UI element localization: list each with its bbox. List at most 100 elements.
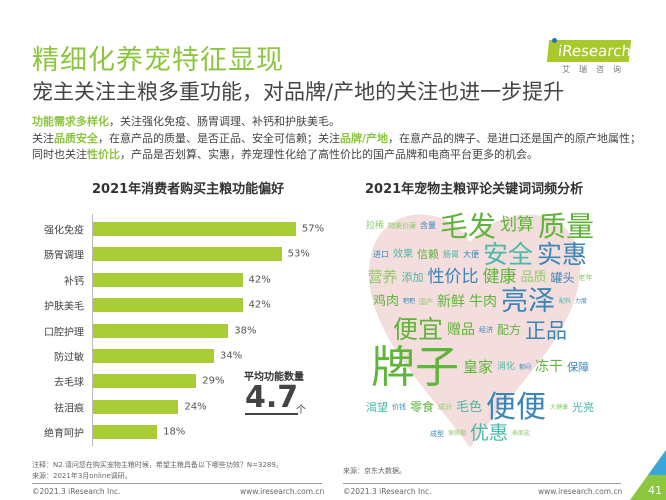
bar (93, 399, 179, 414)
average-value: 4.7 (245, 380, 299, 415)
keyword: 粑粑 (402, 298, 415, 306)
keyword: 光亮 (572, 400, 595, 414)
page-title: 精细化养宠特征显现 (32, 45, 284, 76)
keyword: 成分 (437, 402, 452, 411)
keyword: 新鲜 (437, 293, 465, 310)
bar (93, 425, 158, 440)
highlight: 功能需求多样化 (32, 115, 109, 128)
keyword: 老年 (578, 273, 593, 282)
highlight: 品牌/产地 (340, 132, 389, 145)
keyword: 罐头 (550, 270, 575, 285)
value-label: 34% (220, 350, 243, 362)
keyword: 肠胃 (442, 249, 459, 259)
copyright: ©2021.3 iResearch Inc. (343, 487, 432, 496)
category-label: 肠胃调理 (44, 250, 84, 262)
keyword: 配方 (497, 323, 522, 338)
url-link[interactable]: www.iresearch.com.cn (240, 487, 325, 496)
source-left: 来源：2021年3月online调研。 (32, 472, 132, 480)
bar (93, 323, 229, 338)
text: ，在意产品的质量、是否正品、安全可信赖；关注 (98, 132, 340, 145)
divider (32, 483, 322, 484)
highlight: 品质安全 (54, 132, 98, 145)
bar-chart-title: 2021年消费者购买主粮功能偏好 (92, 182, 285, 197)
keyword: 健康 (482, 267, 517, 288)
keyword: 渴望 (365, 400, 388, 414)
keyword: 品质 (520, 270, 547, 286)
bar (93, 222, 296, 236)
keyword: 含量 (419, 221, 436, 231)
value-label: 53% (287, 248, 310, 260)
text: ，关注强化免疫、肠胃调理、补钙和护肤美毛。 (109, 115, 340, 128)
keyword: 大健康 (550, 403, 569, 411)
keyword: 亮泽 (501, 286, 555, 318)
category-label: 祛泪痕 (54, 403, 84, 415)
keyword: 划算 (500, 215, 534, 236)
word-cloud: 拉稀 物美价廉 含量 毛发 划算 质量 进口 效果 信赖 肠胃 大便 安全 实惠 营养 添加 性价比 健康 品质罐… (360, 210, 600, 446)
value-label: 18% (163, 426, 186, 438)
wordcloud-title: 2021年宠物主粮评论关键词词频分析 (365, 182, 584, 197)
text: ，产品是否划算、实惠，养宠理性化给了高性价比的国产品牌和电商平台更多的机会。 (120, 148, 538, 161)
keyword: 保质期 (447, 430, 466, 438)
keyword: 力度 (575, 298, 588, 306)
text: 关注 (32, 132, 54, 145)
bar (93, 349, 215, 363)
chart-axis (92, 214, 93, 446)
keyword: 成型 (429, 429, 444, 438)
keyword: 国产 (419, 297, 433, 306)
iresearch-logo: iResearch (546, 40, 632, 62)
value-label: 57% (301, 223, 325, 235)
keyword: 表面盐 (512, 430, 531, 438)
keyword: 毛发 (439, 209, 496, 243)
copyright: ©2021.3 iResearch Inc. (32, 487, 121, 496)
keyword: 消化 (496, 362, 515, 373)
value-label: 42% (248, 274, 271, 286)
keyword: 鸡肉 (372, 294, 399, 310)
category-label: 去毛球 (54, 377, 84, 389)
value-label: 29% (202, 375, 225, 387)
bar (93, 298, 243, 313)
keyword: 零食 (409, 400, 434, 415)
category-label: 绝育呵护 (44, 428, 84, 440)
keyword: 冻干 (535, 359, 564, 376)
keyword: 便宜 (392, 315, 443, 345)
intro-line-2: 关注品质安全，在意产品的质量、是否正品、安全可信赖；关注品牌/产地，在意产品的牌… (32, 131, 642, 163)
keyword: 郁闷 (519, 363, 532, 371)
category-label: 强化免疫 (44, 225, 84, 237)
keyword: 皇家 (462, 357, 493, 376)
logo-cn: 艾瑞咨询 (562, 65, 630, 74)
logo-dot (552, 38, 557, 43)
average-label: 平均功能数量 (244, 372, 304, 383)
keyword: 营养 (367, 268, 398, 287)
keyword: 大便 (462, 249, 479, 259)
keyword: 保障 (567, 361, 590, 375)
category-label: 口腔护理 (44, 327, 84, 339)
value-label: 24% (184, 401, 207, 413)
keyword: 正品 (525, 318, 568, 343)
category-label: 防过敏 (54, 352, 84, 364)
keyword: 赠品 (447, 322, 475, 339)
page-number: 41 (648, 484, 662, 497)
bar (93, 374, 197, 389)
page-subtitle: 宠主关注主粮多重功能，对品牌/产地的关注也进一步提升 (32, 80, 565, 104)
keyword: 质量 (538, 209, 595, 243)
keyword: 物美价廉 (387, 221, 416, 230)
keyword: 配料 (559, 298, 572, 306)
heart-shape (369, 214, 581, 448)
keyword: 价钱 (391, 402, 406, 411)
keyword: 添加 (401, 271, 424, 285)
value-label: 38% (234, 325, 257, 337)
keyword: 牛肉 (469, 293, 497, 310)
category-label: 护肤美毛 (44, 301, 84, 313)
value-label: 42% (248, 299, 271, 311)
url-link[interactable]: www.iresearch.com.cn (538, 487, 623, 496)
divider (343, 483, 621, 484)
source-right: 来源：京东大数据。 (343, 467, 406, 475)
bar (93, 272, 243, 287)
keyword: 经济 (479, 325, 493, 334)
keyword: 实惠 (537, 240, 588, 270)
keyword: 牌子 (370, 341, 459, 393)
keyword: 拉稀 (365, 220, 384, 231)
keyword: 进口 (372, 249, 389, 259)
highlight: 性价比 (87, 148, 120, 161)
note: 注释：N2.请问您在购买宠物主粮时候，希望主粮具备以下哪些功效？N=3289。 (32, 461, 283, 469)
